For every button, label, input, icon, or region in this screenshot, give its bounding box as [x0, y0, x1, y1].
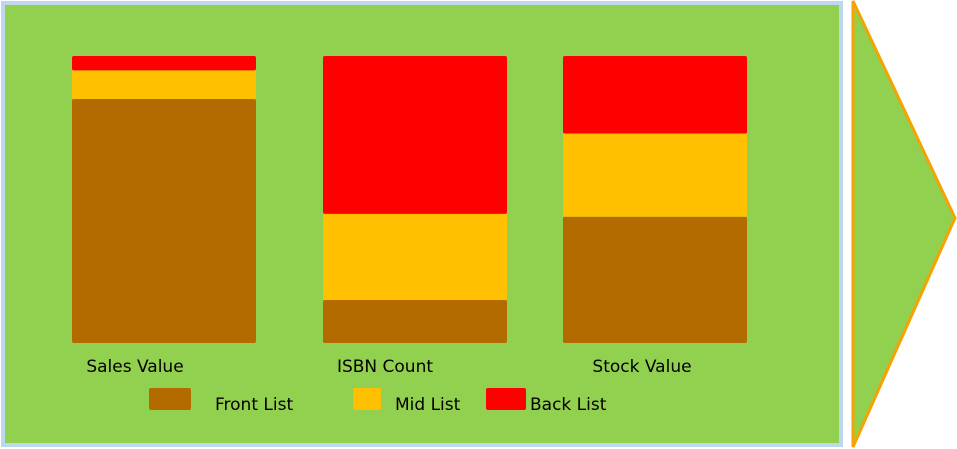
- category-label: Stock Value: [592, 357, 691, 377]
- bar-segment: [72, 99, 256, 343]
- bar-segment: [323, 299, 507, 343]
- legend-label: Mid List: [395, 395, 461, 415]
- bar-segment: [563, 133, 747, 217]
- legend-label: Front List: [215, 395, 293, 415]
- category-label: ISBN Count: [337, 357, 433, 377]
- legend-swatch: [486, 388, 526, 410]
- bar-segment: [72, 70, 256, 100]
- bar-segment: [563, 56, 747, 134]
- legend-swatch: [353, 388, 381, 410]
- bar-segment: [323, 213, 507, 300]
- legend-label: Back List: [530, 395, 607, 415]
- legend-swatch: [149, 388, 191, 410]
- bar-segment: [323, 56, 507, 214]
- bar-segment: [563, 216, 747, 343]
- arrow: [851, 0, 957, 448]
- category-label: Sales Value: [86, 357, 183, 377]
- bar-segment: [72, 56, 256, 71]
